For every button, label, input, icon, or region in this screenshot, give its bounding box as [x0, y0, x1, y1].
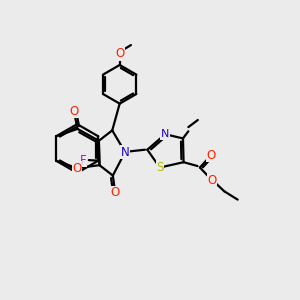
Text: N: N — [161, 129, 169, 139]
Text: O: O — [72, 162, 82, 175]
Text: F: F — [80, 154, 86, 166]
Text: O: O — [207, 173, 216, 187]
Text: N: N — [121, 146, 129, 159]
Text: O: O — [69, 105, 79, 118]
Text: S: S — [156, 161, 164, 174]
Text: O: O — [111, 186, 120, 199]
Text: O: O — [115, 47, 124, 61]
Text: O: O — [207, 148, 216, 162]
